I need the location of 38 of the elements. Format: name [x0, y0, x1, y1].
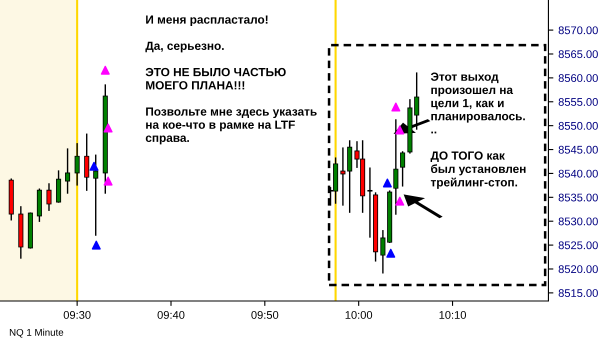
y-tick-label: 8560.00 [558, 74, 598, 82]
point [92, 240, 101, 250]
y-tick-label: 8570.00 [558, 26, 598, 34]
y-tick-label: 8540.00 [558, 170, 598, 178]
point [104, 124, 113, 133]
y-tick-label: 8525.00 [558, 241, 598, 250]
point [104, 176, 113, 186]
y-tick-label: 8545.00 [558, 146, 598, 154]
candlestick [93, 154, 98, 236]
x-tick-label: 10:00 [346, 311, 372, 319]
y-tick-label: 8550.00 [558, 122, 598, 130]
y-tick-label: 8515.00 [558, 289, 598, 298]
y-tick-label: 8530.00 [558, 217, 598, 226]
point [395, 196, 404, 206]
candlestick [46, 183, 52, 211]
candlestick [65, 148, 70, 194]
point [386, 248, 396, 258]
y-tick-label: 8520.00 [558, 265, 598, 274]
candlestick [74, 143, 80, 186]
x-tick-label: 09:50 [251, 311, 278, 319]
point [90, 162, 99, 171]
point [382, 178, 392, 188]
x-tick-label: 09:30 [64, 311, 91, 319]
y-tick-label: 8565.00 [558, 50, 598, 58]
point [395, 125, 404, 134]
candlestick [84, 134, 90, 191]
candlestick [56, 170, 62, 203]
x-tick-label: 10:10 [439, 311, 466, 319]
text: NQ 1 Minute [10, 328, 64, 338]
text: Этот выход произошел на цели 1, как и планировалось. .. ДО ТОГО как был установлен трейлинг-стоп. [430, 72, 526, 189]
y-tick-label: 8535.00 [558, 194, 598, 202]
point [100, 66, 110, 75]
point [391, 102, 400, 112]
y-tick-label: 8555.00 [558, 98, 598, 106]
x-tick-label: 09:40 [158, 311, 184, 319]
text: И меня распластало! Да, серьезно. ЭТО НЕ БЫЛО ЧАСТЬЮ МОЕГО ПЛАНА!!! Позвольте мне здесь указать на кое-что в рамке на LTF справа. [145, 15, 317, 144]
candlestick [367, 167, 372, 238]
candlestick [400, 151, 406, 187]
